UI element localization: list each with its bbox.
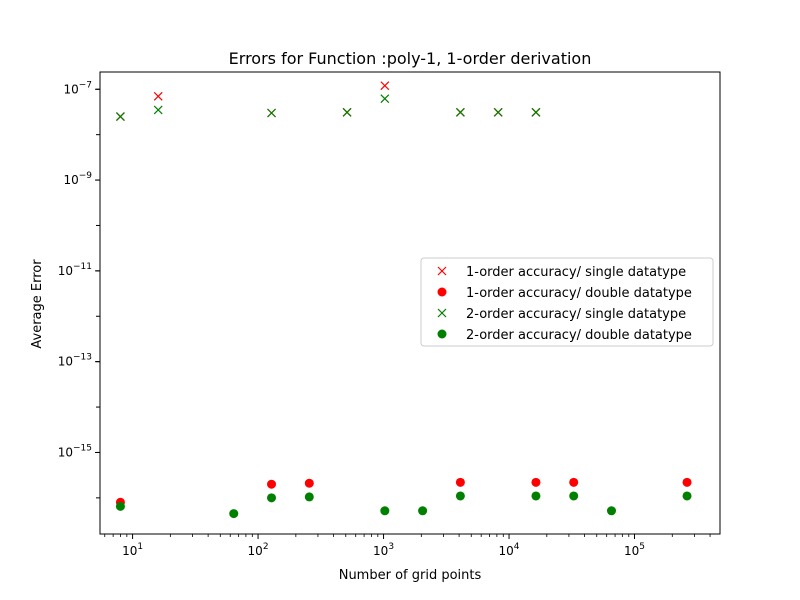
data-point [682, 491, 692, 501]
data-point [569, 491, 579, 501]
data-point [606, 506, 616, 516]
series-4 [115, 491, 692, 519]
legend-entry: 2-order accuracy/ double datatype [437, 328, 692, 343]
data-point [531, 491, 541, 501]
data-point [267, 493, 277, 503]
data-point [304, 478, 314, 488]
data-point [455, 491, 465, 501]
legend-label: 2-order accuracy/ double datatype [466, 328, 692, 343]
y-tick-label: 10−13 [58, 353, 92, 369]
data-point [569, 477, 579, 487]
data-point [493, 107, 503, 117]
legend-circle-marker [437, 287, 447, 297]
legend-entry: 2-order accuracy/ single datatype [437, 307, 686, 322]
plot-frame [99, 71, 721, 535]
legend-cross-marker [437, 308, 447, 318]
y-tick-label: 10−7 [63, 80, 92, 96]
y-tick-label: 10−15 [58, 443, 92, 459]
legend-cross-marker [437, 266, 447, 276]
x-tick-label: 105 [624, 542, 645, 558]
data-point [531, 477, 541, 487]
legend-label: 1-order accuracy/ single datatype [466, 265, 686, 280]
x-tick-label: 101 [122, 542, 143, 558]
data-point [380, 506, 390, 516]
legend-label: 1-order accuracy/ double datatype [466, 286, 692, 301]
y-axis-title: Average Error [30, 259, 45, 349]
y-tick-label: 10−11 [58, 262, 92, 278]
data-point [153, 105, 163, 115]
x-tick-label: 104 [499, 542, 520, 558]
plot-area [115, 81, 692, 519]
data-point [267, 108, 276, 118]
data-point [304, 492, 314, 502]
data-point [380, 94, 390, 104]
data-point [380, 81, 390, 91]
x-tick-label: 102 [248, 542, 269, 558]
data-point [342, 107, 352, 117]
legend: 1-order accuracy/ single datatype 1-order… [420, 257, 714, 347]
y-tick-label: 10−9 [63, 171, 92, 187]
data-point [455, 477, 465, 487]
axes: 101 102 103 104 105 10−15 10−13 10−11 10−9 10−7 [58, 71, 721, 558]
x-axis-title: Number of grid points [339, 568, 482, 583]
legend-entry: 1-order accuracy/ single datatype [437, 265, 686, 280]
x-tick-label: 103 [373, 542, 394, 558]
legend-entry: 1-order accuracy/ double datatype [437, 286, 692, 301]
data-point [682, 477, 692, 487]
data-point [531, 107, 541, 117]
data-point [153, 91, 163, 101]
data-point [115, 501, 125, 511]
chart-title: Errors for Function :poly-1, 1-order der… [229, 49, 592, 68]
legend-label: 2-order accuracy/ single datatype [466, 307, 686, 322]
data-point [418, 506, 428, 516]
data-point [267, 479, 277, 489]
data-point [229, 509, 239, 519]
series-3 [115, 94, 541, 122]
data-point [455, 107, 465, 117]
data-point [115, 112, 125, 122]
legend-circle-marker [437, 329, 447, 339]
legend-box [420, 257, 714, 347]
